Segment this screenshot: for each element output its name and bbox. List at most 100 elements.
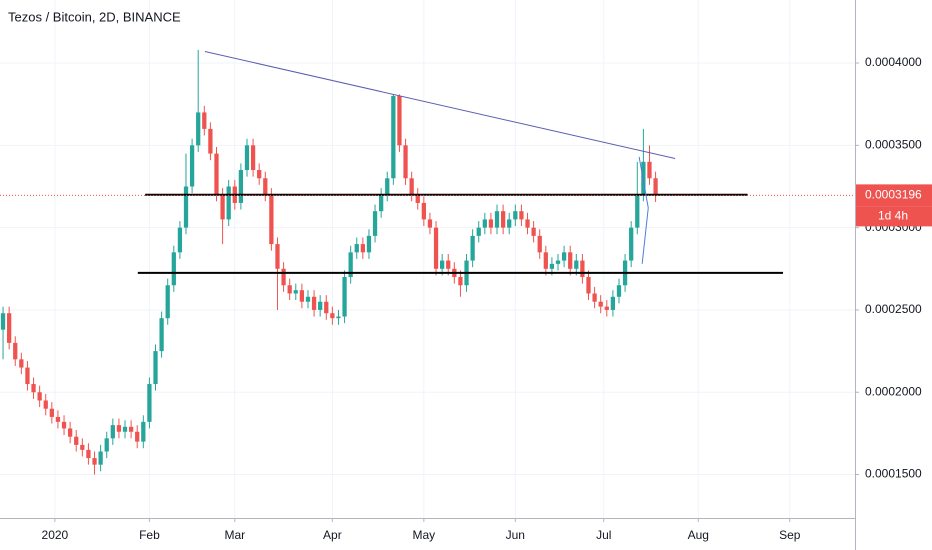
candle-body (525, 219, 530, 228)
x-tick-label: Jun (506, 528, 525, 542)
last-price-box (856, 184, 932, 207)
candle-body (257, 170, 262, 179)
candle-body (592, 293, 597, 302)
grid (0, 0, 855, 518)
candle-body (86, 449, 91, 459)
candle-body (13, 342, 18, 360)
candle-body (318, 301, 323, 310)
x-tick-label: 2020 (42, 528, 69, 542)
candle-body (372, 211, 378, 236)
candle-body (159, 318, 164, 352)
candle-body (189, 145, 195, 187)
candle-body (220, 194, 225, 220)
candle-body (629, 227, 634, 261)
candle-body (433, 227, 439, 269)
candle-body (494, 211, 500, 228)
candle-body (80, 444, 85, 450)
plot (0, 49, 855, 475)
candle-body (507, 219, 512, 228)
candle-body (92, 458, 97, 465)
candle-body (147, 384, 152, 422)
candle-body (19, 359, 24, 368)
candle-body (610, 296, 616, 310)
candle-body (427, 219, 433, 228)
candle-body (482, 219, 487, 228)
candle-body (31, 384, 36, 393)
candle-body (116, 425, 122, 432)
candle-body (135, 431, 140, 442)
trend-line (204, 51, 676, 159)
countdown-label: 1d 4h (878, 209, 908, 223)
candle-body (342, 277, 347, 317)
candle-body (0, 313, 6, 330)
trend-line (638, 156, 649, 264)
x-tick-label: Apr (323, 528, 342, 542)
candle-body (385, 178, 390, 195)
candle-body (403, 145, 408, 179)
candle-body (324, 301, 329, 314)
candle-body (391, 95, 396, 179)
chart-title: Tezos / Bitcoin, 2D, BINANCE (8, 9, 181, 24)
candle-body (598, 301, 603, 307)
candle-body (354, 244, 359, 253)
candle-body (440, 260, 445, 269)
candle-body (336, 316, 341, 319)
candle-body (421, 202, 426, 220)
candle-body (348, 252, 353, 278)
candle-body (165, 285, 170, 319)
candle-body (519, 211, 524, 220)
candle-body (128, 426, 134, 432)
candle-body (616, 285, 622, 297)
candle-body (7, 313, 12, 343)
last-price-label: 0.0003196 (865, 188, 922, 202)
candle-body (183, 186, 189, 228)
candle-body (360, 244, 365, 253)
candle-body (635, 194, 640, 228)
x-tick-label: Jul (596, 528, 611, 542)
candle-body (299, 290, 305, 302)
candle-body (330, 313, 335, 319)
x-tick-label: Mar (224, 528, 245, 542)
candle-body (555, 260, 561, 264)
x-tick-label: Sep (779, 528, 801, 542)
candle-body (561, 252, 567, 261)
candle-body (446, 260, 451, 269)
candle-body (67, 428, 73, 437)
candle-body (238, 170, 244, 203)
candle-body (104, 438, 109, 452)
candle-body (196, 112, 201, 146)
axes: 0.00015000.00020000.00025000.00030000.00… (42, 55, 932, 542)
candle-body (500, 211, 506, 228)
candle-body (415, 194, 420, 203)
candle-body (379, 194, 384, 212)
candle-body (263, 178, 268, 195)
x-tick-label: Aug (688, 528, 709, 542)
candle-body (543, 252, 548, 269)
y-tick-label: 0.0004000 (865, 55, 922, 69)
candle-body (397, 95, 402, 146)
candle-body (586, 277, 591, 294)
x-tick-label: Feb (139, 528, 160, 542)
y-tick-label: 0.0002000 (865, 384, 922, 398)
candle-body (202, 112, 207, 129)
y-tick-label: 0.0002500 (865, 302, 922, 316)
y-tick-label: 0.0003500 (865, 138, 922, 152)
candle-body (244, 145, 250, 171)
candle-body (470, 235, 475, 261)
candle-body (74, 436, 79, 445)
candle-body (568, 252, 573, 269)
candle-body (281, 268, 286, 286)
candle-body (574, 260, 579, 269)
y-tick-label: 0.0001500 (865, 467, 922, 481)
candle-body (647, 161, 652, 179)
candle-body (214, 153, 219, 195)
candle-body (513, 211, 518, 220)
candle-body (98, 451, 103, 465)
candle-body (110, 425, 115, 439)
candle-body (409, 178, 414, 195)
candle-body (653, 178, 658, 196)
candle-body (226, 186, 231, 220)
candle-body (55, 416, 61, 422)
